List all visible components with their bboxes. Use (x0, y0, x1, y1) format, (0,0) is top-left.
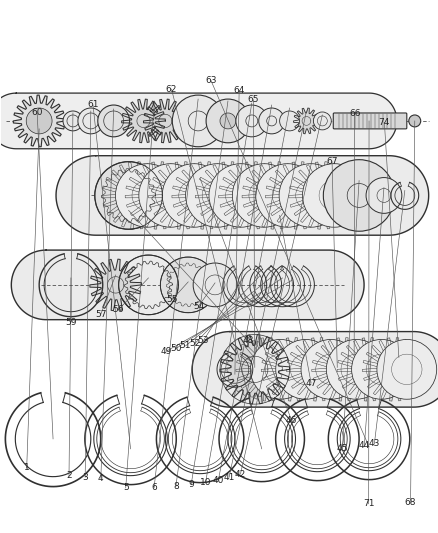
Text: 2: 2 (66, 471, 72, 480)
Polygon shape (286, 337, 349, 401)
Polygon shape (0, 93, 396, 149)
Circle shape (408, 115, 420, 127)
Text: 48: 48 (242, 336, 253, 345)
Text: 56: 56 (112, 305, 124, 314)
Circle shape (250, 340, 310, 399)
Polygon shape (288, 161, 356, 229)
Text: 60: 60 (32, 108, 43, 117)
Polygon shape (11, 250, 363, 320)
Circle shape (172, 95, 223, 147)
Circle shape (275, 340, 335, 399)
FancyBboxPatch shape (332, 113, 406, 129)
Text: 6: 6 (151, 483, 156, 492)
Text: 4: 4 (98, 474, 103, 483)
Circle shape (258, 108, 284, 134)
Text: 53: 53 (197, 336, 208, 345)
Circle shape (185, 164, 248, 227)
Text: 71: 71 (362, 499, 374, 508)
Polygon shape (218, 161, 286, 229)
Text: 49: 49 (160, 347, 172, 356)
Text: 59: 59 (65, 318, 77, 327)
Circle shape (98, 105, 129, 137)
Text: 67: 67 (325, 157, 337, 166)
Text: 64: 64 (233, 86, 244, 95)
Polygon shape (235, 337, 299, 401)
Polygon shape (121, 99, 165, 143)
Polygon shape (192, 332, 438, 407)
Text: 63: 63 (205, 76, 216, 85)
Circle shape (160, 257, 215, 313)
Text: 8: 8 (173, 482, 178, 491)
Text: 5: 5 (123, 483, 128, 492)
Polygon shape (219, 335, 289, 404)
Circle shape (63, 111, 83, 131)
Circle shape (232, 164, 295, 227)
Text: 55: 55 (166, 295, 178, 304)
Text: 42: 42 (234, 470, 246, 479)
Polygon shape (361, 337, 425, 401)
Text: 74: 74 (378, 118, 389, 127)
Circle shape (138, 164, 202, 227)
Text: 46: 46 (285, 416, 297, 425)
Circle shape (302, 164, 365, 227)
Polygon shape (148, 161, 215, 229)
Text: 3: 3 (82, 473, 88, 482)
Circle shape (300, 340, 360, 399)
Polygon shape (311, 337, 374, 401)
Circle shape (323, 160, 394, 231)
Polygon shape (261, 337, 324, 401)
Polygon shape (195, 161, 262, 229)
Text: 43: 43 (368, 439, 379, 448)
Text: 44: 44 (358, 441, 369, 450)
Text: 61: 61 (87, 100, 99, 109)
Text: 52: 52 (189, 339, 200, 348)
Circle shape (235, 105, 267, 137)
Circle shape (115, 164, 179, 227)
Text: 50: 50 (170, 344, 181, 353)
Text: 10: 10 (199, 478, 211, 487)
Text: 57: 57 (95, 310, 106, 319)
Text: 54: 54 (192, 302, 204, 311)
Circle shape (205, 99, 249, 143)
Circle shape (26, 108, 52, 134)
Polygon shape (336, 337, 400, 401)
Polygon shape (102, 161, 169, 229)
Polygon shape (56, 156, 427, 235)
Circle shape (193, 263, 237, 307)
Text: 9: 9 (188, 480, 194, 489)
Polygon shape (125, 161, 192, 229)
Text: 68: 68 (404, 498, 415, 507)
Circle shape (365, 177, 401, 213)
Circle shape (313, 112, 331, 130)
Circle shape (325, 340, 385, 399)
Circle shape (279, 164, 342, 227)
Text: 51: 51 (179, 342, 191, 350)
Circle shape (95, 161, 162, 229)
Text: 65: 65 (247, 95, 259, 104)
Text: 41: 41 (223, 473, 234, 482)
Polygon shape (293, 108, 318, 134)
Circle shape (255, 164, 318, 227)
Polygon shape (143, 99, 187, 143)
Circle shape (351, 340, 410, 399)
Text: 1: 1 (24, 463, 29, 472)
Polygon shape (172, 161, 239, 229)
Polygon shape (90, 259, 141, 311)
Text: 40: 40 (212, 477, 223, 486)
Circle shape (219, 113, 235, 129)
Polygon shape (241, 161, 309, 229)
Text: 62: 62 (166, 85, 177, 94)
Circle shape (162, 164, 225, 227)
Circle shape (279, 111, 299, 131)
Polygon shape (13, 95, 65, 147)
Text: 45: 45 (336, 444, 347, 453)
Circle shape (78, 108, 103, 134)
Polygon shape (265, 161, 332, 229)
Text: 47: 47 (305, 378, 316, 387)
Circle shape (376, 340, 436, 399)
Text: 66: 66 (348, 109, 360, 118)
Circle shape (208, 164, 272, 227)
